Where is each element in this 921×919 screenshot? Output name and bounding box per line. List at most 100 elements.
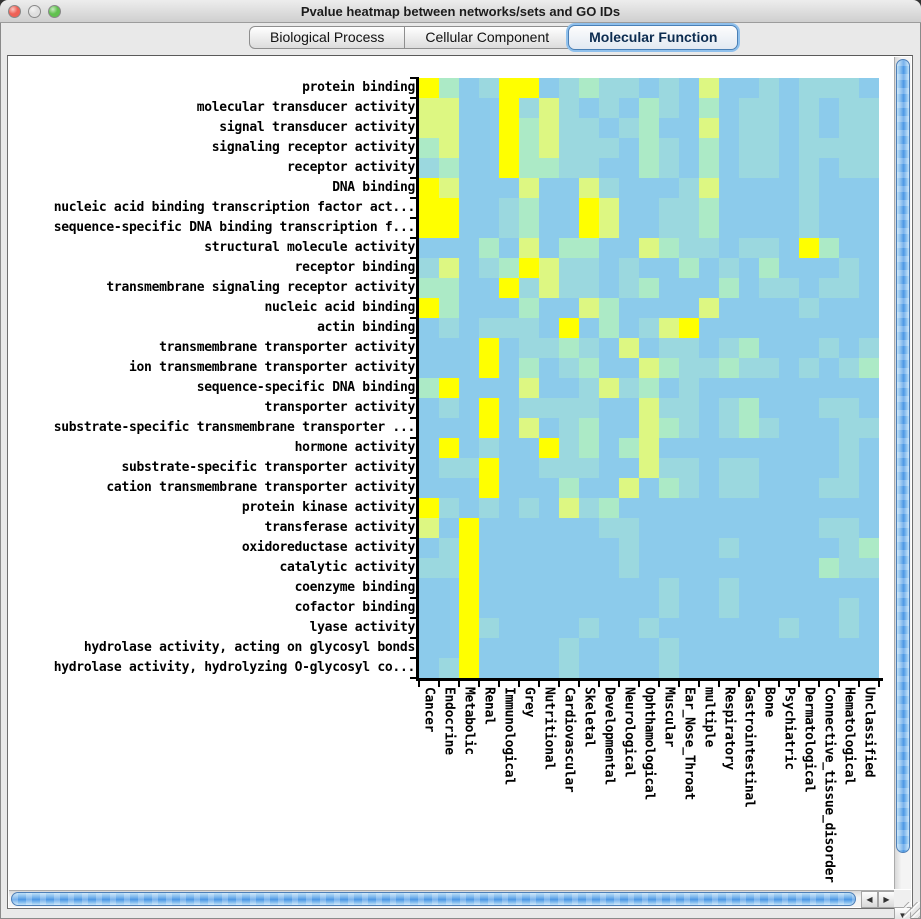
heatmap-cell — [619, 638, 639, 658]
heatmap-cell — [659, 238, 679, 258]
heatmap-cell — [419, 598, 439, 618]
heatmap-cell — [479, 658, 499, 678]
heatmap-cell — [439, 618, 459, 638]
heatmap-cell — [639, 178, 659, 198]
heatmap-cell — [759, 518, 779, 538]
heatmap-cell — [639, 358, 659, 378]
heatmap-cell — [499, 318, 519, 338]
scroll-left-button[interactable]: ◀ — [861, 891, 878, 908]
horizontal-scrollbar-thumb[interactable] — [11, 892, 856, 906]
heatmap-cell — [439, 278, 459, 298]
heatmap-cell — [479, 298, 499, 318]
heatmap-cell — [579, 578, 599, 598]
heatmap-cell — [799, 178, 819, 198]
heatmap-cell — [519, 338, 539, 358]
heatmap-cell — [419, 638, 439, 658]
row-label: cation transmembrane transporter activit… — [106, 480, 415, 495]
heatmap-cell — [639, 118, 659, 138]
heatmap-cell — [859, 198, 879, 218]
heatmap-cell — [819, 78, 839, 98]
column-label: Ear_Nose_Throat — [681, 687, 697, 800]
heatmap-cell — [699, 298, 719, 318]
heatmap-cell — [679, 298, 699, 318]
y-axis-tick — [410, 497, 416, 499]
minimize-button[interactable] — [28, 5, 41, 18]
heatmap-cell — [719, 418, 739, 438]
vertical-scrollbar[interactable] — [894, 57, 911, 889]
heatmap-cell — [739, 238, 759, 258]
heatmap-cell — [619, 458, 639, 478]
heatmap-cell — [759, 598, 779, 618]
heatmap-cell — [539, 218, 559, 238]
heatmap-cell — [679, 398, 699, 418]
y-axis-tick — [410, 617, 416, 619]
heatmap-cell — [759, 418, 779, 438]
heatmap-cell — [519, 278, 539, 298]
row-label: sequence-specific DNA binding transcript… — [53, 220, 416, 235]
heatmap-cell — [619, 398, 639, 418]
heatmap-cell — [579, 258, 599, 278]
heatmap-cell — [619, 658, 639, 678]
heatmap-cell — [699, 418, 719, 438]
x-axis-tick — [778, 681, 780, 687]
heatmap-cell — [659, 598, 679, 618]
y-axis-tick — [410, 137, 416, 139]
heatmap-cell — [859, 358, 879, 378]
heatmap-cell — [559, 478, 579, 498]
heatmap-cell — [719, 198, 739, 218]
heatmap-cell — [439, 118, 459, 138]
heatmap-cell — [499, 398, 519, 418]
heatmap-cell — [759, 338, 779, 358]
heatmap-cell — [819, 338, 839, 358]
heatmap-cell — [419, 278, 439, 298]
heatmap-cell — [759, 438, 779, 458]
tab-biological-process[interactable]: Biological Process — [250, 27, 406, 48]
heatmap-cell — [599, 478, 619, 498]
row-label: nucleic acid binding transcription facto… — [53, 200, 416, 215]
heatmap-cell — [579, 298, 599, 318]
x-axis-tick — [458, 681, 460, 687]
heatmap-cell — [839, 98, 859, 118]
titlebar[interactable]: Pvalue heatmap between networks/sets and… — [0, 0, 921, 23]
heatmap-cell — [639, 518, 659, 538]
vertical-scrollbar-thumb[interactable] — [896, 59, 910, 853]
heatmap-cell — [739, 638, 759, 658]
heatmap-cell — [779, 298, 799, 318]
heatmap-cell — [639, 198, 659, 218]
heatmap-cell — [699, 238, 719, 258]
resize-grip[interactable] — [904, 902, 920, 918]
tab-cellular-component[interactable]: Cellular Component — [405, 27, 571, 48]
zoom-button[interactable] — [48, 5, 61, 18]
heatmap-cell — [779, 258, 799, 278]
y-axis-tick — [410, 297, 416, 299]
heatmap-cell — [659, 138, 679, 158]
heatmap-cell — [699, 138, 719, 158]
heatmap-cell — [519, 398, 539, 418]
heatmap-cell — [799, 198, 819, 218]
heatmap-cell — [459, 378, 479, 398]
heatmap-cell — [859, 338, 879, 358]
heatmap-cell — [759, 198, 779, 218]
heatmap-cell — [459, 238, 479, 258]
heatmap-cell — [739, 658, 759, 678]
column-label: Skeletal — [581, 687, 597, 748]
heatmap-cell — [859, 458, 879, 478]
scroll-right-button[interactable]: ▶ — [878, 891, 895, 908]
heatmap-cell — [699, 478, 719, 498]
heatmap-cell — [459, 178, 479, 198]
close-button[interactable] — [8, 5, 21, 18]
heatmap-cell — [659, 198, 679, 218]
x-axis-tick — [598, 681, 600, 687]
heatmap-cell — [699, 538, 719, 558]
horizontal-scrollbar-track[interactable] — [9, 891, 861, 907]
heatmap-cell — [559, 278, 579, 298]
heatmap-cell — [479, 558, 499, 578]
heatmap-cell — [759, 258, 779, 278]
heatmap-cell — [499, 358, 519, 378]
horizontal-scrollbar[interactable]: ◀ ▶ — [9, 890, 895, 908]
heatmap-cell — [559, 258, 579, 278]
tab-molecular-function[interactable]: Molecular Function — [569, 26, 738, 49]
heatmap-cell — [719, 458, 739, 478]
content-panel: protein binding molecular transducer acti… — [7, 55, 913, 919]
heatmap-cell — [739, 538, 759, 558]
